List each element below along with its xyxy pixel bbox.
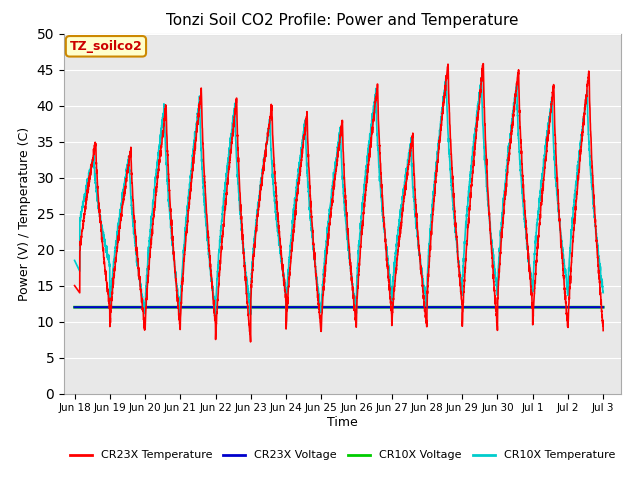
Title: Tonzi Soil CO2 Profile: Power and Temperature: Tonzi Soil CO2 Profile: Power and Temper… [166,13,518,28]
Legend: CR23X Temperature, CR23X Voltage, CR10X Voltage, CR10X Temperature: CR23X Temperature, CR23X Voltage, CR10X … [65,446,620,465]
Y-axis label: Power (V) / Temperature (C): Power (V) / Temperature (C) [18,127,31,300]
X-axis label: Time: Time [327,416,358,429]
Text: TZ_soilco2: TZ_soilco2 [70,40,142,53]
